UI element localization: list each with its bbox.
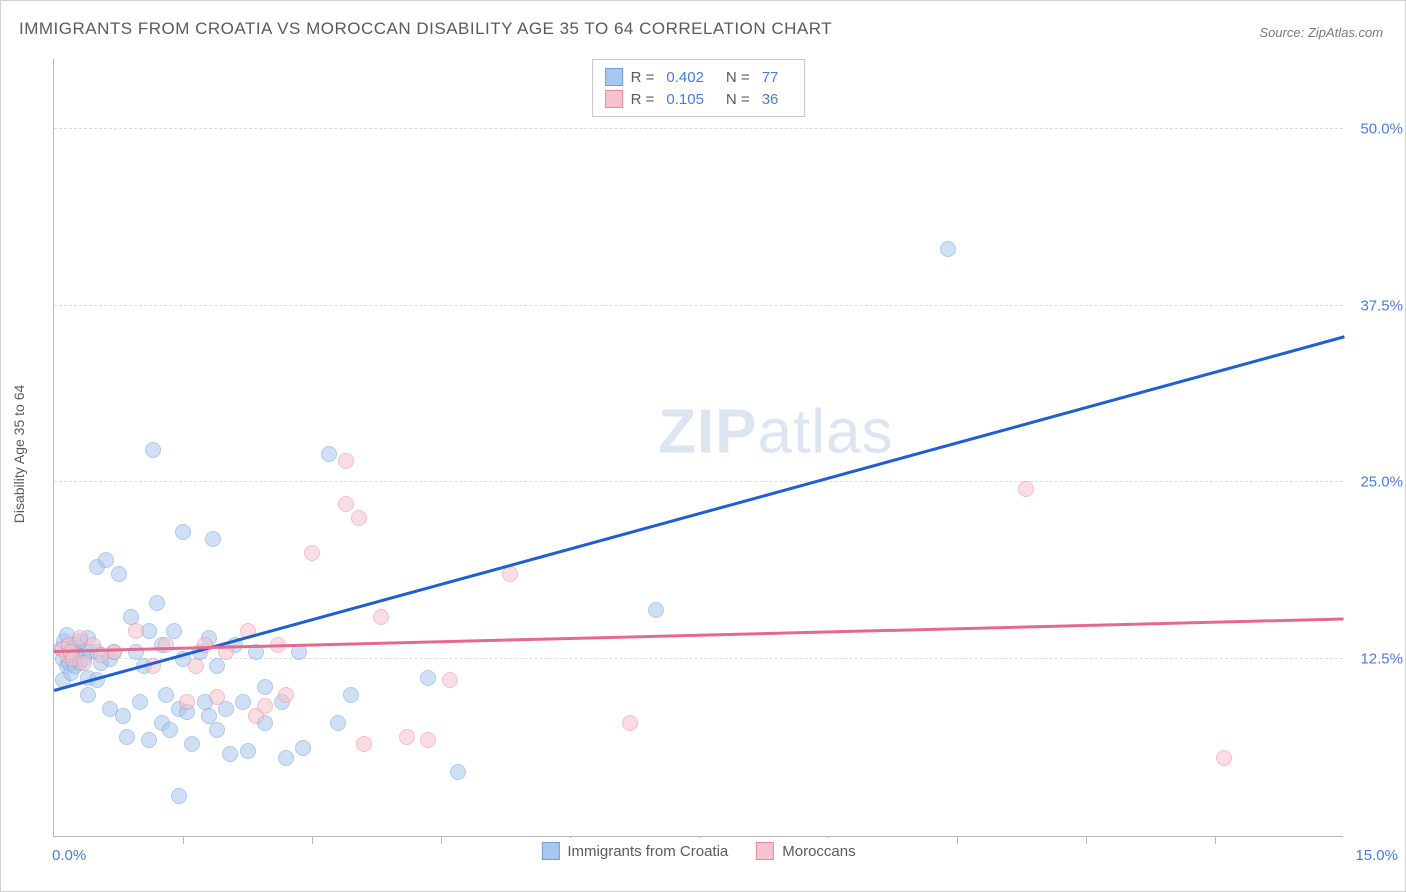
x-tick-label: 0.0%	[52, 847, 86, 864]
data-point	[257, 698, 273, 714]
data-point	[119, 729, 135, 745]
legend-row-series2: R = 0.105 N = 36	[605, 88, 793, 110]
data-point	[1018, 481, 1034, 497]
data-point	[188, 658, 204, 674]
r-value-series1: 0.402	[666, 69, 704, 86]
watermark-part1: ZIP	[658, 397, 757, 466]
legend-row-series1: R = 0.402 N = 77	[605, 66, 793, 88]
data-point	[149, 595, 165, 611]
data-point	[209, 658, 225, 674]
data-point	[338, 453, 354, 469]
data-point	[76, 655, 92, 671]
gridline	[54, 658, 1343, 659]
correlation-legend: R = 0.402 N = 77 R = 0.105 N = 36	[592, 59, 806, 117]
data-point	[622, 715, 638, 731]
data-point	[295, 740, 311, 756]
data-point	[450, 764, 466, 780]
series-legend: Immigrants from Croatia Moroccans	[531, 838, 865, 864]
data-point	[240, 743, 256, 759]
data-point	[171, 788, 187, 804]
data-point	[128, 623, 144, 639]
data-point	[80, 687, 96, 703]
y-tick-label: 50.0%	[1348, 120, 1403, 137]
swatch-series1	[541, 842, 559, 860]
data-point	[106, 644, 122, 660]
data-point	[257, 679, 273, 695]
data-point	[1216, 750, 1232, 766]
data-point	[209, 722, 225, 738]
data-point	[399, 729, 415, 745]
x-tick	[1215, 836, 1216, 844]
watermark: ZIPatlas	[658, 396, 893, 467]
data-point	[166, 623, 182, 639]
data-point	[343, 687, 359, 703]
series1-name: Immigrants from Croatia	[567, 843, 728, 860]
x-tick	[441, 836, 442, 844]
n-label: N =	[726, 69, 750, 86]
r-label: R =	[631, 69, 655, 86]
data-point	[235, 694, 251, 710]
r-value-series2: 0.105	[666, 91, 704, 108]
data-point	[291, 644, 307, 660]
data-point	[145, 442, 161, 458]
data-point	[209, 689, 225, 705]
x-tick	[312, 836, 313, 844]
plot-area: ZIPatlas R = 0.402 N = 77 R = 0.105 N = …	[53, 59, 1343, 837]
data-point	[330, 715, 346, 731]
data-point	[351, 510, 367, 526]
y-axis-label: Disability Age 35 to 64	[11, 385, 27, 524]
series2-name: Moroccans	[782, 843, 855, 860]
y-tick-label: 37.5%	[1348, 297, 1403, 314]
source-label: Source: ZipAtlas.com	[1259, 25, 1383, 40]
data-point	[304, 545, 320, 561]
data-point	[940, 241, 956, 257]
swatch-series1	[605, 68, 623, 86]
data-point	[338, 496, 354, 512]
data-point	[158, 687, 174, 703]
chart-title: IMMIGRANTS FROM CROATIA VS MOROCCAN DISA…	[19, 19, 832, 39]
data-point	[356, 736, 372, 752]
x-tick	[957, 836, 958, 844]
data-point	[442, 672, 458, 688]
swatch-series2	[605, 90, 623, 108]
y-tick-label: 25.0%	[1348, 474, 1403, 491]
data-point	[278, 687, 294, 703]
data-point	[502, 566, 518, 582]
data-point	[373, 609, 389, 625]
gridline	[54, 305, 1343, 306]
data-point	[222, 746, 238, 762]
data-point	[111, 566, 127, 582]
data-point	[115, 708, 131, 724]
data-point	[141, 732, 157, 748]
n-value-series2: 36	[762, 91, 779, 108]
n-value-series1: 77	[762, 69, 779, 86]
data-point	[648, 602, 664, 618]
x-tick-label: 15.0%	[1355, 847, 1398, 864]
n-label: N =	[726, 91, 750, 108]
data-point	[158, 637, 174, 653]
gridline	[54, 481, 1343, 482]
r-label: R =	[631, 91, 655, 108]
y-tick-label: 12.5%	[1348, 651, 1403, 668]
data-point	[98, 552, 114, 568]
data-point	[132, 694, 148, 710]
data-point	[205, 531, 221, 547]
data-point	[278, 750, 294, 766]
data-point	[321, 446, 337, 462]
trend-line	[54, 336, 1345, 692]
x-tick	[183, 836, 184, 844]
legend-item-series1: Immigrants from Croatia	[541, 842, 728, 860]
x-tick	[1086, 836, 1087, 844]
data-point	[162, 722, 178, 738]
watermark-part2: atlas	[758, 397, 894, 466]
data-point	[175, 524, 191, 540]
swatch-series2	[756, 842, 774, 860]
legend-item-series2: Moroccans	[756, 842, 855, 860]
data-point	[420, 670, 436, 686]
data-point	[420, 732, 436, 748]
gridline	[54, 128, 1343, 129]
data-point	[179, 694, 195, 710]
data-point	[184, 736, 200, 752]
